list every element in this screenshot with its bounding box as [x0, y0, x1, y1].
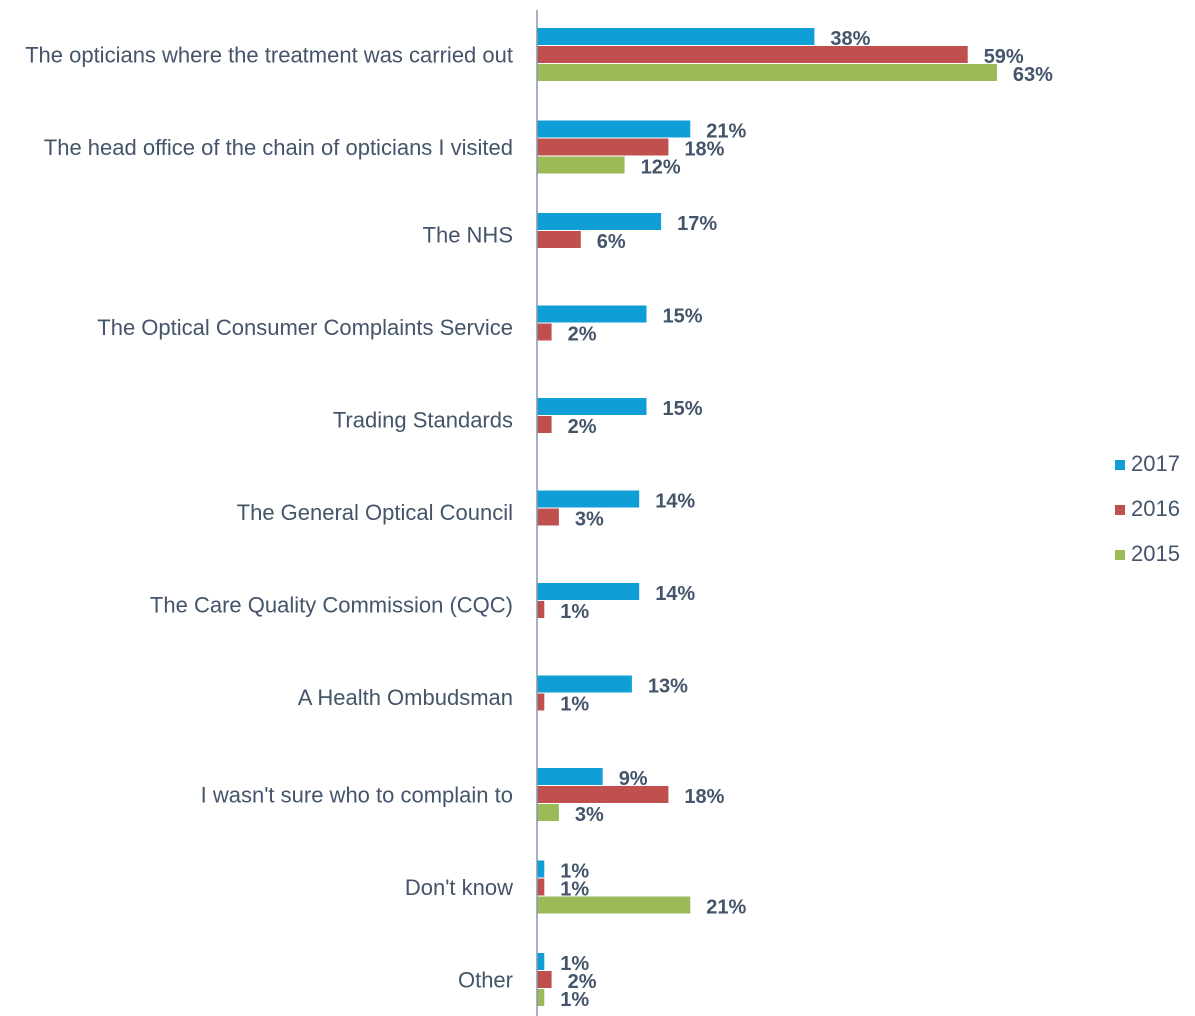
bar-2016-a-health-ombudsman [537, 693, 545, 711]
legend-label-2017: 2017 [1131, 451, 1180, 476]
category-label-a-health-ombudsman: A Health Ombudsman [298, 685, 513, 710]
bar-2015-i-wasn-t-sure-who-to-complain-to [537, 804, 559, 821]
bar-2017-the-nhs [537, 213, 662, 230]
data-label-2016-the-optical-consumer-complaints-service: 2% [568, 324, 597, 346]
bar-2017-don-t-know [537, 860, 545, 878]
category-label-trading-standards: Trading Standards [333, 408, 513, 433]
bar-2016-the-optical-consumer-complaints-service [537, 323, 552, 341]
data-label-2017-the-optical-consumer-complaints-service: 15% [663, 306, 703, 328]
category-label-the-optical-consumer-complaints-service: The Optical Consumer Complaints Service [97, 315, 513, 340]
category-label-the-head-office-of-the-chain-of-opticians-i-visited: The head office of the chain of optician… [44, 135, 513, 160]
data-label-2016-the-opticians-where-the-treatment-was-carried-out: 59% [984, 46, 1024, 68]
bar-2017-a-health-ombudsman [537, 675, 632, 693]
data-label-2017-a-health-ombudsman: 13% [648, 676, 688, 698]
category-label-the-opticians-where-the-treatment-was-carried-out: The opticians where the treatment was ca… [25, 43, 513, 68]
data-label-2016-other: 2% [568, 971, 597, 993]
data-label-2016-a-health-ombudsman: 1% [560, 694, 589, 716]
data-label-2017-the-care-quality-commission-cqc: 14% [655, 583, 695, 605]
bar-2016-i-wasn-t-sure-who-to-complain-to [537, 786, 669, 803]
category-label-i-wasn-t-sure-who-to-complain-to: I wasn't sure who to complain to [201, 783, 513, 808]
data-label-2017-the-opticians-where-the-treatment-was-carried-out: 38% [830, 28, 870, 50]
data-label-2015-the-head-office-of-the-chain-of-opticians-i-visited: 12% [641, 157, 681, 179]
bar-2017-the-optical-consumer-complaints-service [537, 305, 647, 323]
data-label-2016-the-care-quality-commission-cqc: 1% [560, 601, 589, 623]
data-label-2017-the-nhs: 17% [677, 213, 717, 235]
data-label-2015-don-t-know: 21% [706, 897, 746, 919]
data-labels: 38%59%63%21%18%12%17%6%15%2%15%2%14%3%14… [560, 28, 1053, 1011]
bar-2015-other [537, 989, 545, 1006]
bar-2016-the-opticians-where-the-treatment-was-carried-out [537, 46, 968, 63]
bar-2016-the-nhs [537, 231, 581, 248]
category-labels: The opticians where the treatment was ca… [25, 43, 513, 993]
legend-label-2016: 2016 [1131, 496, 1180, 521]
bars [537, 28, 997, 1006]
data-label-2017-the-head-office-of-the-chain-of-opticians-i-visited: 21% [706, 121, 746, 143]
legend-swatch-2015 [1115, 550, 1125, 560]
bar-2015-the-opticians-where-the-treatment-was-carried-out [537, 64, 997, 81]
bar-2017-trading-standards [537, 398, 647, 415]
bar-2015-the-head-office-of-the-chain-of-opticians-i-visited [537, 156, 625, 174]
category-label-other: Other [458, 968, 513, 993]
bar-2017-the-head-office-of-the-chain-of-opticians-i-visited [537, 120, 691, 138]
data-label-2016-i-wasn-t-sure-who-to-complain-to: 18% [684, 786, 724, 808]
data-label-2016-the-general-optical-council: 3% [575, 509, 604, 531]
category-label-the-general-optical-council: The General Optical Council [237, 500, 513, 525]
data-label-2016-trading-standards: 2% [568, 416, 597, 438]
data-label-2016-the-nhs: 6% [597, 231, 626, 253]
bar-2016-trading-standards [537, 416, 552, 433]
data-label-2017-i-wasn-t-sure-who-to-complain-to: 9% [619, 768, 648, 790]
data-label-2017-trading-standards: 15% [663, 398, 703, 420]
bar-2017-other [537, 953, 545, 970]
data-label-2017-other: 1% [560, 953, 589, 975]
data-label-2017-don-t-know: 1% [560, 861, 589, 883]
legend-label-2015: 2015 [1131, 541, 1180, 566]
data-label-2017-the-general-optical-council: 14% [655, 491, 695, 513]
legend-swatch-2017 [1115, 460, 1125, 470]
data-label-2016-don-t-know: 1% [560, 879, 589, 901]
bar-2016-don-t-know [537, 878, 545, 896]
bar-2016-the-care-quality-commission-cqc [537, 601, 545, 618]
bar-2016-other [537, 971, 552, 988]
legend-swatch-2016 [1115, 505, 1125, 515]
bar-2016-the-general-optical-council [537, 508, 559, 526]
bar-2017-the-care-quality-commission-cqc [537, 583, 640, 600]
category-label-the-nhs: The NHS [423, 223, 513, 248]
category-label-don-t-know: Don't know [405, 875, 513, 900]
data-label-2015-the-opticians-where-the-treatment-was-carried-out: 63% [1013, 64, 1053, 86]
category-label-the-care-quality-commission-cqc: The Care Quality Commission (CQC) [150, 593, 513, 618]
bar-2017-the-general-optical-council [537, 490, 640, 508]
bar-2015-don-t-know [537, 896, 691, 914]
data-label-2016-the-head-office-of-the-chain-of-opticians-i-visited: 18% [684, 139, 724, 161]
data-label-2015-i-wasn-t-sure-who-to-complain-to: 3% [575, 804, 604, 826]
legend: 2017 2016 2015 [1115, 451, 1180, 566]
data-label-2015-other: 1% [560, 989, 589, 1011]
bar-2016-the-head-office-of-the-chain-of-opticians-i-visited [537, 138, 669, 156]
bar-2017-i-wasn-t-sure-who-to-complain-to [537, 768, 603, 785]
bar-2017-the-opticians-where-the-treatment-was-carried-out [537, 28, 815, 45]
